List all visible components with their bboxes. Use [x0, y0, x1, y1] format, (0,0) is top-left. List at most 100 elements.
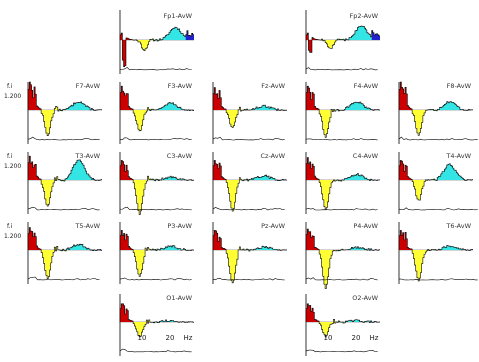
- band-fill-1: [41, 246, 58, 279]
- noise-trace: [27, 276, 100, 281]
- channel-panel-f4-avw: F4-AvW: [305, 82, 380, 144]
- channel-panel-p3-avw: P3-AvW: [119, 222, 194, 284]
- band-fill-3: [66, 159, 94, 180]
- band-fill-3: [437, 245, 465, 251]
- channel-label: F3-AvW: [168, 82, 193, 90]
- channel-panel-pz-avw: Pz-AvW: [212, 222, 287, 284]
- band-fill-3: [251, 105, 279, 111]
- channel-panel-fp2-avw: Fp2-AvW: [305, 10, 380, 74]
- band-fill-3: [251, 246, 279, 251]
- noise-trace: [398, 136, 478, 141]
- band-fill-0: [213, 160, 227, 180]
- noise-trace: [398, 207, 478, 211]
- band-fill-1: [226, 246, 243, 283]
- band-fill-3: [251, 175, 279, 181]
- band-fill-0: [120, 33, 134, 67]
- band-fill-3: [344, 173, 372, 181]
- band-fill-0: [28, 82, 42, 110]
- band-fill-0: [28, 156, 42, 180]
- spectrum-outline: [305, 303, 380, 338]
- noise-trace: [119, 137, 192, 141]
- band-fill-0: [399, 82, 413, 110]
- channel-panel-c3-avw: C3-AvW: [119, 152, 194, 215]
- spectrum-outline: [27, 81, 102, 137]
- band-fill-3: [158, 176, 186, 181]
- band-fill-1: [226, 107, 243, 128]
- channel-panel-c4-avw: C4-AvW: [305, 152, 380, 214]
- noise-trace: [305, 208, 378, 211]
- noise-trace: [305, 138, 378, 141]
- spectrum-outline: [119, 160, 194, 215]
- noise-trace: [212, 136, 285, 141]
- spectrum-outline: [119, 303, 194, 338]
- spectrum-outline: [27, 227, 102, 279]
- band-fill-1: [319, 109, 336, 138]
- band-fill-1: [226, 177, 243, 212]
- spectrum-outline: [119, 26, 194, 68]
- channel-label: F4-AvW: [354, 82, 379, 90]
- noise-trace: [27, 206, 100, 211]
- y-axis-label: f.i: [7, 83, 13, 90]
- noise-trace: [305, 349, 378, 353]
- band-fill-3: [344, 26, 372, 41]
- channel-label: O2-AvW: [352, 294, 378, 302]
- channel-panel-t4-avw: T4-AvW: [398, 152, 478, 214]
- channel-panel-f3-avw: F3-AvW: [119, 82, 194, 144]
- spectrum-outline: [119, 230, 194, 277]
- band-fill-3: [344, 102, 372, 110]
- spectrum-outline: [398, 230, 473, 282]
- band-fill-0: [120, 160, 134, 180]
- y-tick-label: 1.200: [4, 233, 21, 240]
- band-fill-3: [158, 245, 186, 251]
- x-tick-label: 10: [138, 334, 147, 342]
- band-fill-1: [412, 109, 429, 136]
- channel-label: F7-AvW: [76, 82, 101, 90]
- band-fill-3: [158, 319, 186, 323]
- channel-panel-p4-avw: P4-AvW: [305, 222, 380, 289]
- channel-label: Fp2-AvW: [349, 12, 378, 20]
- channel-label: C3-AvW: [167, 152, 193, 160]
- y-axis-label: f.i: [7, 153, 13, 160]
- band-fill-2: [335, 179, 345, 182]
- channel-panel-o2-avw: O2-AvW: [305, 294, 380, 356]
- channel-label: Cz-AvW: [261, 152, 286, 160]
- y-tick-label: 1.200: [4, 93, 21, 100]
- band-fill-0: [120, 86, 134, 110]
- noise-trace: [119, 277, 192, 281]
- channel-label: P4-AvW: [353, 222, 378, 230]
- band-fill-1: [412, 179, 429, 201]
- band-fill-0: [120, 303, 134, 322]
- band-fill-0: [306, 157, 320, 180]
- channel-panel-t6-avw: T6-AvW: [398, 222, 478, 284]
- channel-label: P3-AvW: [167, 222, 192, 230]
- noise-trace: [119, 348, 192, 353]
- band-fill-0: [306, 229, 320, 250]
- band-fill-0: [306, 33, 320, 53]
- band-fill-0: [399, 230, 413, 250]
- x-tick-label: 20: [166, 334, 175, 342]
- channel-label: T4-AvW: [445, 152, 471, 160]
- band-fill-2: [428, 179, 438, 181]
- band-fill-0: [399, 160, 413, 180]
- channel-panels: Fp1-AvW Fp2-AvW F7-AvW F3-AvW Fz-AvW F4-AvW F8…: [27, 10, 478, 356]
- spectrum-outline: [212, 230, 287, 284]
- channel-panel-fp1-avw: Fp1-AvW: [119, 10, 194, 74]
- band-fill-0: [28, 227, 42, 250]
- channel-panel-cz-avw: Cz-AvW: [212, 152, 287, 214]
- band-fill-1: [319, 179, 336, 210]
- spectrum-outline: [305, 157, 380, 210]
- noise-trace: [305, 277, 378, 281]
- band-fill-0: [306, 86, 320, 110]
- channel-label: T5-AvW: [74, 222, 100, 230]
- spectrum-outline: [398, 81, 473, 136]
- band-fill-1: [133, 247, 150, 277]
- band-fill-1: [319, 250, 336, 289]
- band-fill-1: [133, 176, 150, 215]
- noise-trace: [27, 136, 100, 141]
- spectrum-outline: [27, 155, 102, 207]
- band-fill-3: [66, 244, 94, 251]
- channel-panel-f7-avw: F7-AvW: [27, 81, 102, 144]
- x-tick-label: 10: [324, 334, 333, 342]
- y-tick-label: 1.200: [4, 163, 21, 170]
